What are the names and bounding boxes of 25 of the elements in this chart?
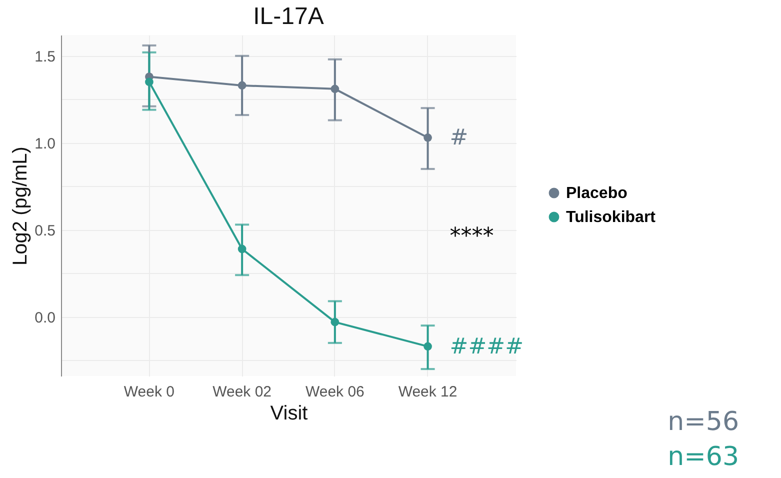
point: [238, 81, 246, 90]
point: [424, 342, 432, 351]
text: n=56: [668, 406, 739, 439]
point: [330, 84, 340, 94]
point: [238, 244, 246, 254]
y-tick-label: 1.0: [34, 135, 56, 152]
x-tick-label: Week 02: [212, 384, 272, 400]
annotation: ****: [450, 224, 494, 250]
annotation: ####: [450, 334, 524, 360]
legend-label: Tulisokibart: [566, 209, 656, 226]
annotation: #: [450, 126, 468, 151]
y-axis-title: Log2 (pg/mL): [10, 146, 32, 266]
y-tick-label: 1.5: [34, 48, 56, 66]
text: n=63: [668, 441, 739, 474]
y-tick-label: 0.0: [34, 309, 56, 326]
point: [330, 318, 340, 326]
legend-label: Placebo: [566, 185, 628, 202]
x-axis-title: Visit: [270, 402, 308, 424]
point: [145, 78, 154, 86]
x-tick-label: Week 0: [124, 384, 175, 400]
y-tick-label: 0.5: [34, 222, 56, 240]
x-tick-label: Week 12: [398, 384, 458, 400]
point: [424, 133, 432, 142]
x-tick-label: Week 06: [305, 384, 364, 400]
chart-title: IL-17A: [253, 3, 324, 30]
